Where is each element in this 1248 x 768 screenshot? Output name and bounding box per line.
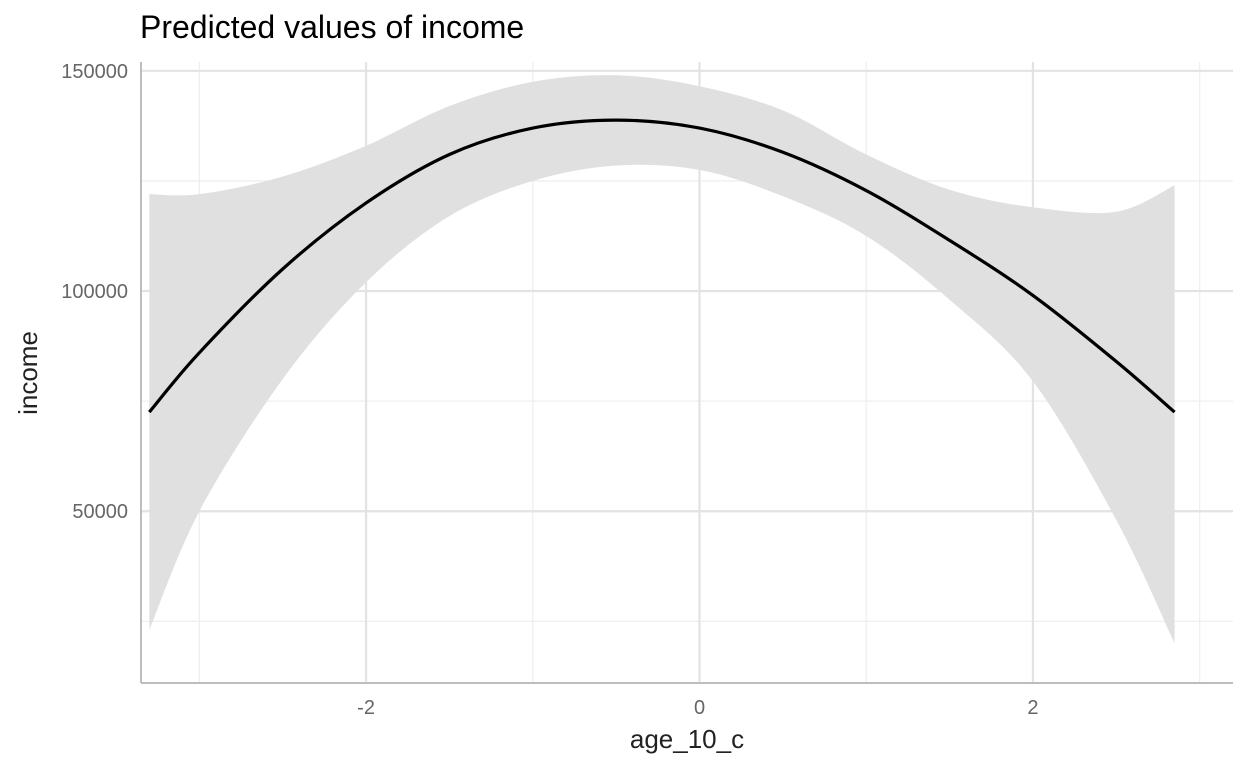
x-axis-title: age_10_c [630,724,744,754]
confidence-band-layer [149,75,1175,644]
prediction-line [148,118,1176,414]
x-tick-label: 2 [1027,697,1038,719]
axes [140,62,1233,684]
y-tick-label: 50000 [72,501,128,523]
y-axis-title: income [13,331,43,415]
x-tick-label: 0 [694,697,705,719]
tick-labels: -2 0 2 50000 100000 150000 [61,61,1038,719]
prediction-line-layer [148,118,1176,414]
confidence-band [149,75,1175,644]
chart-title: Predicted values of income [140,9,524,45]
x-tick-label: -2 [357,697,375,719]
y-tick-label: 150000 [61,61,128,83]
y-tick-label: 100000 [61,281,128,303]
